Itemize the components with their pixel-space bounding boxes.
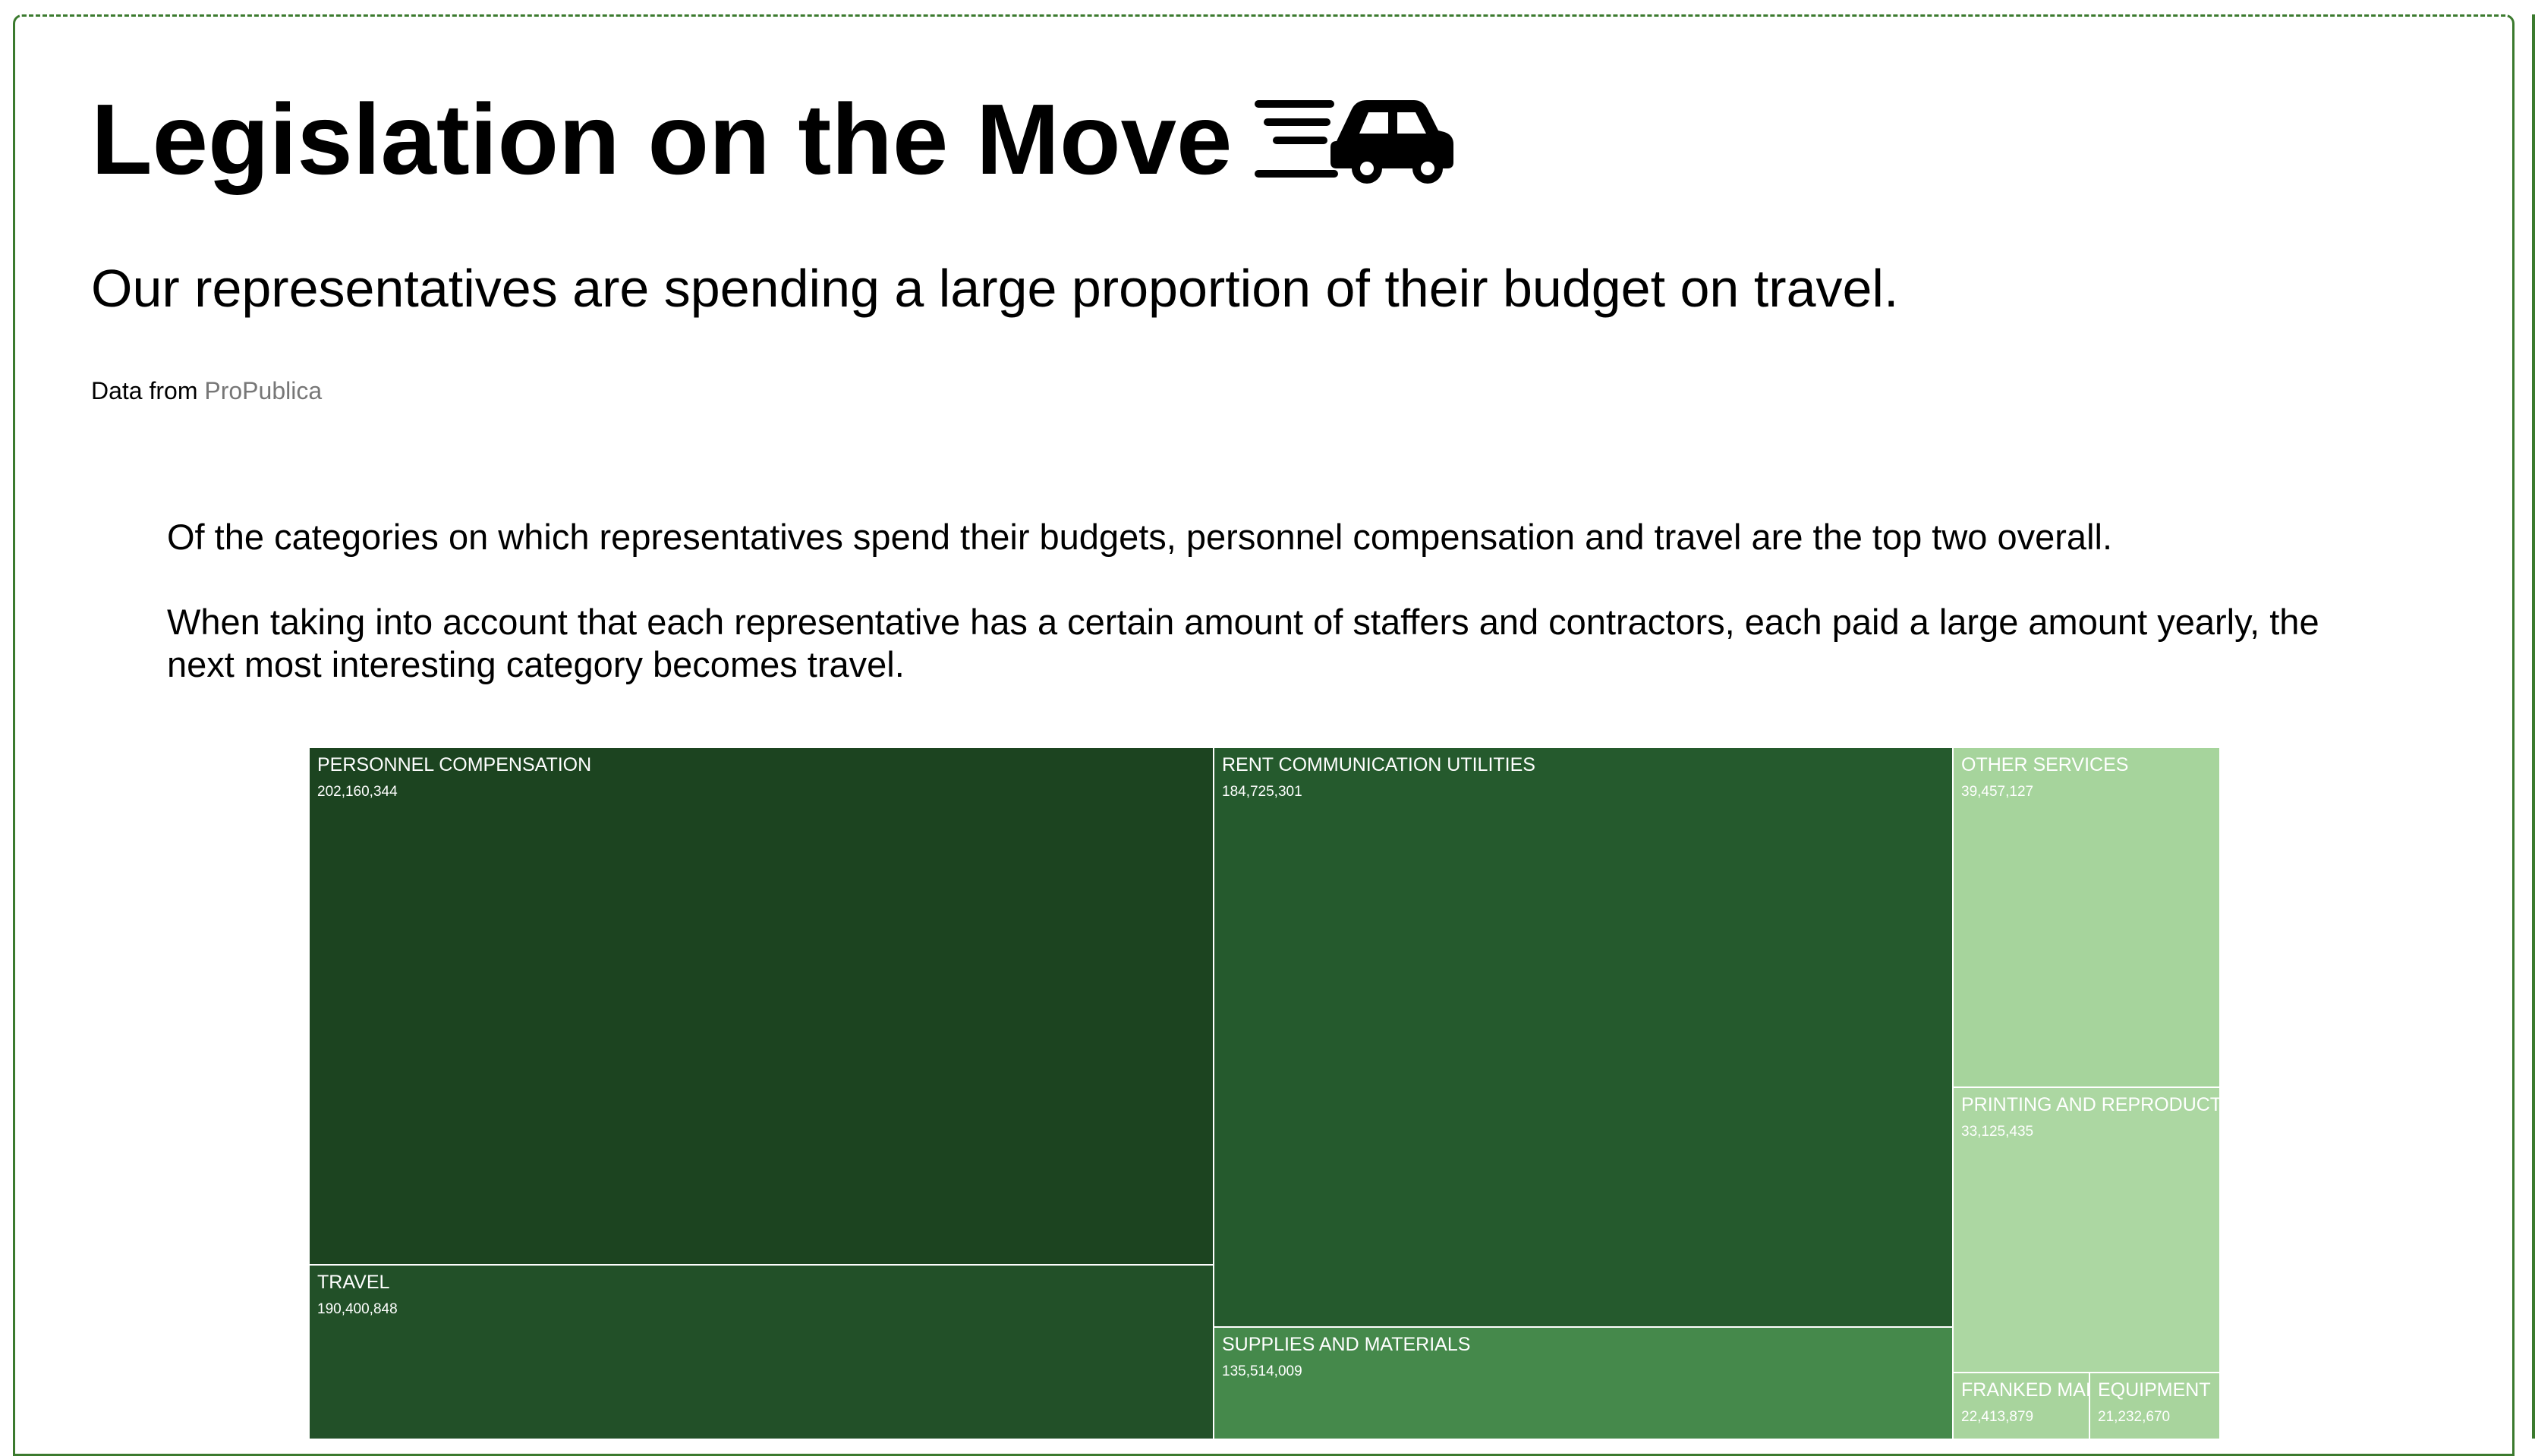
treemap-rect-equipment [2090, 1373, 2219, 1439]
treemap-cell-printing[interactable]: PRINTING AND REPRODUCTION 33,125,435 [1954, 1088, 2256, 1372]
treemap-cell-franked[interactable]: FRANKED MAIL 22,413,879 [1954, 1373, 2102, 1439]
treemap-cell-supplies[interactable]: SUPPLIES AND MATERIALS 135,514,009 [1214, 1328, 1952, 1439]
page-subtitle: Our representatives are spending a large… [91, 259, 1899, 318]
treemap-cell-other-services[interactable]: OTHER SERVICES 39,457,127 [1954, 748, 2219, 1086]
page-title-text: Legislation on the Move [91, 83, 1233, 195]
treemap-rect-rent [1214, 748, 1952, 1326]
treemap-label-travel: TRAVEL [317, 1272, 389, 1293]
treemap-value-other-services: 39,457,127 [1961, 784, 2033, 800]
treemap-label-rent: RENT COMMUNICATION UTILITIES [1222, 754, 1535, 775]
treemap-cell-rent[interactable]: RENT COMMUNICATION UTILITIES 184,725,301 [1214, 748, 1952, 1326]
speeding-car-icon [1255, 100, 1454, 184]
scrollbar-edge[interactable] [2532, 14, 2535, 1439]
treemap-label-franked: FRANKED MAIL [1961, 1379, 2102, 1401]
treemap-value-travel: 190,400,848 [317, 1301, 398, 1317]
treemap-rect-personnel [310, 748, 1213, 1264]
data-source: Data from ProPublica [91, 377, 322, 405]
intro-paragraph-2: When taking into account that each repre… [167, 602, 2319, 684]
treemap-rect-supplies [1214, 1328, 1952, 1439]
treemap-cell-travel[interactable]: TRAVEL 190,400,848 [310, 1266, 1213, 1439]
treemap-value-personnel: 202,160,344 [317, 784, 398, 800]
data-source-prefix: Data from [91, 377, 198, 404]
treemap-label-supplies: SUPPLIES AND MATERIALS [1222, 1334, 1470, 1355]
treemap-cell-personnel[interactable]: PERSONNEL COMPENSATION 202,160,344 [310, 748, 1213, 1264]
treemap-value-equipment: 21,232,670 [2098, 1409, 2170, 1425]
treemap-value-supplies: 135,514,009 [1222, 1363, 1302, 1379]
treemap-value-franked: 22,413,879 [1961, 1409, 2033, 1425]
page-title: Legislation on the Move [91, 83, 1454, 195]
treemap-cell-equipment[interactable]: EQUIPMENT 21,232,670 [2090, 1373, 2219, 1439]
propublica-link[interactable]: ProPublica [204, 377, 323, 404]
treemap-label-personnel: PERSONNEL COMPENSATION [317, 754, 591, 775]
intro-paragraph-1: Of the categories on which representativ… [167, 517, 2113, 557]
treemap-rect-travel [310, 1266, 1213, 1439]
treemap-label-printing: PRINTING AND REPRODUCTION [1961, 1094, 2256, 1115]
treemap-label-equipment: EQUIPMENT [2098, 1379, 2211, 1401]
treemap-rect-printing [1954, 1088, 2219, 1372]
treemap-rect-other-services [1954, 748, 2219, 1086]
treemap-value-printing: 33,125,435 [1961, 1124, 2033, 1140]
treemap-label-other-services: OTHER SERVICES [1961, 754, 2128, 775]
treemap-value-rent: 184,725,301 [1222, 784, 1302, 800]
treemap-rect-franked [1954, 1373, 2089, 1439]
